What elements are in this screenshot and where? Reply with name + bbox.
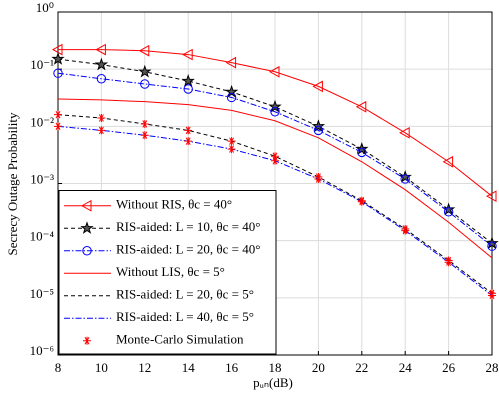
marker	[270, 107, 280, 117]
plot-frame	[57, 11, 493, 356]
y-axis-label: Secrecy Outage Probability	[5, 112, 20, 255]
series-line	[57, 98, 493, 259]
series-line	[57, 72, 493, 247]
legend-label: RIS-aided: L = 20, θc = 5°	[116, 287, 254, 302]
legend-marker	[80, 199, 92, 212]
series-line	[57, 58, 493, 244]
marker	[312, 80, 323, 93]
marker	[140, 119, 149, 128]
y-tick-label: 10⁻⁵	[30, 286, 54, 301]
x-tick-label: 22	[355, 360, 368, 375]
marker	[271, 156, 279, 165]
marker	[400, 174, 410, 184]
marker	[53, 68, 63, 78]
legend-box	[58, 190, 277, 355]
legend: Without RIS, θc = 40° RIS-aided: L = 10, …	[58, 190, 277, 355]
y-tick-label: 10⁻¹	[30, 57, 54, 72]
marker	[444, 258, 453, 267]
marker	[226, 92, 237, 103]
y-tick-label: 10⁻²	[30, 114, 54, 129]
marker	[140, 79, 150, 89]
marker	[97, 113, 106, 122]
legend-marker	[80, 221, 94, 234]
marker	[357, 147, 367, 158]
legend-label: RIS-aided: L = 10, θc = 40°	[116, 219, 260, 234]
marker	[184, 126, 193, 135]
marker	[399, 126, 410, 139]
legend-marker	[83, 336, 91, 345]
marker	[51, 52, 65, 65]
marker	[488, 291, 496, 300]
marker	[182, 48, 193, 61]
y-tick-label: 10⁻³	[30, 171, 54, 186]
marker	[485, 190, 497, 203]
marker	[181, 74, 195, 87]
marker	[138, 44, 150, 57]
marker	[268, 65, 280, 78]
x-tick-label: 12	[138, 360, 151, 375]
x-tick-label: 16	[225, 360, 239, 375]
y-tick-label: 10⁰	[36, 0, 54, 15]
marker	[140, 131, 149, 140]
x-tick-label: 14	[182, 360, 196, 375]
y-tick-label: 10⁻⁴	[30, 229, 55, 244]
series-line	[57, 114, 493, 294]
x-tick-label: 24	[399, 360, 413, 375]
marker	[94, 57, 109, 71]
x-axis-label: pᵤₙ(dB)	[253, 375, 293, 390]
marker	[401, 226, 410, 235]
marker	[97, 126, 106, 135]
marker	[443, 207, 454, 217]
legend-label: Monte-Carlo Simulation	[116, 332, 244, 347]
x-tick-label: 20	[312, 360, 325, 375]
marker	[271, 152, 279, 161]
marker	[314, 174, 323, 183]
series-line	[58, 49, 493, 197]
x-tick-label: 10	[95, 360, 108, 375]
marker	[51, 43, 63, 56]
marker	[485, 236, 499, 249]
marker	[95, 43, 106, 56]
marker	[268, 99, 282, 113]
x-tick-label: 8	[55, 360, 62, 375]
marker	[487, 241, 497, 251]
marker	[227, 137, 236, 146]
marker	[313, 125, 324, 136]
legend-label: Without RIS, θc = 40°	[116, 197, 232, 212]
marker	[398, 169, 412, 183]
marker	[96, 74, 107, 84]
x-tick-label: 26	[442, 360, 456, 375]
legend-label: Without LIS, θc = 5°	[116, 264, 225, 279]
marker	[138, 64, 152, 78]
marker	[357, 197, 366, 206]
legend-marker	[82, 246, 92, 256]
marker	[184, 137, 193, 146]
legend-label: RIS-aided: L = 20, θc = 40°	[116, 242, 260, 257]
marker	[183, 84, 193, 94]
marker	[227, 145, 236, 154]
marker	[225, 56, 237, 69]
legend-label: RIS-aided: L = 40, θc = 5°	[116, 309, 254, 324]
x-tick-label: 18	[269, 360, 282, 375]
marker	[224, 84, 239, 98]
marker	[54, 122, 62, 131]
x-tick-label: 28	[486, 360, 499, 375]
marker	[442, 155, 454, 168]
marker	[355, 100, 367, 113]
marker	[54, 110, 62, 119]
y-tick-label: 10⁻⁶	[30, 343, 54, 358]
